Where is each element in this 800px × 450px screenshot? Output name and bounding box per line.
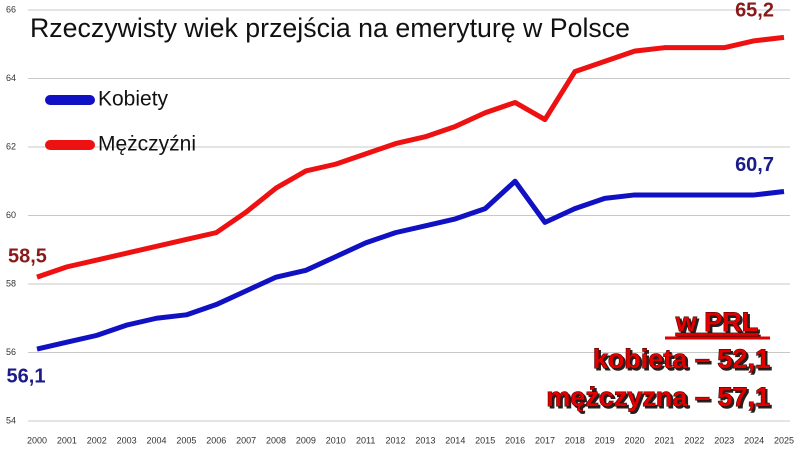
x-tick-label: 2022 — [684, 435, 704, 445]
x-tick-label: 2018 — [565, 435, 585, 445]
note-line: kobieta – 52,1 — [593, 344, 770, 374]
x-tick-label: 2002 — [87, 435, 107, 445]
legend-label: Mężczyźni — [98, 133, 196, 156]
chart-title: Rzeczywisty wiek przejścia na emeryturę … — [30, 13, 630, 43]
y-tick-label: 56 — [6, 347, 16, 357]
end-label: 65,2 — [735, 0, 774, 22]
x-tick-label: 2017 — [535, 435, 555, 445]
y-tick-label: 66 — [6, 4, 16, 14]
note-title: w PRL — [675, 307, 759, 337]
x-tick-label: 2003 — [117, 435, 137, 445]
y-tick-label: 60 — [6, 210, 16, 220]
x-tick-label: 2014 — [445, 435, 465, 445]
x-tick-label: 2016 — [505, 435, 525, 445]
note-line: mężczyzna – 57,1 — [546, 382, 770, 412]
x-tick-label: 2023 — [714, 435, 734, 445]
x-tick-label: 2009 — [296, 435, 316, 445]
start-label: 58,5 — [8, 245, 47, 267]
x-tick-label: 2011 — [356, 435, 375, 445]
series-line — [36, 34, 785, 280]
x-tick-label: 2001 — [57, 435, 77, 445]
start-label: 56,1 — [7, 365, 46, 387]
x-tick-label: 2000 — [27, 435, 47, 445]
x-tick-label: 2020 — [625, 435, 645, 445]
y-tick-label: 62 — [6, 141, 16, 151]
end-label: 60,7 — [735, 154, 774, 176]
x-tick-label: 2008 — [266, 435, 286, 445]
x-tick-label: 2012 — [386, 435, 406, 445]
x-tick-label: 2024 — [744, 435, 764, 445]
x-tick-label: 2013 — [415, 435, 435, 445]
x-tick-label: 2015 — [475, 435, 495, 445]
legend-label: Kobiety — [98, 88, 169, 111]
x-tick-label: 2004 — [147, 435, 167, 445]
x-tick-label: 2021 — [654, 435, 674, 445]
y-tick-label: 58 — [6, 278, 16, 288]
x-tick-label: 2005 — [176, 435, 196, 445]
x-tick-label: 2025 — [774, 435, 794, 445]
x-tick-label: 2007 — [236, 435, 256, 445]
y-tick-label: 64 — [6, 73, 16, 83]
x-tick-label: 2019 — [595, 435, 615, 445]
x-tick-label: 2010 — [326, 435, 346, 445]
x-tick-label: 2006 — [206, 435, 226, 445]
y-tick-label: 54 — [6, 415, 16, 425]
series-line — [36, 178, 785, 352]
